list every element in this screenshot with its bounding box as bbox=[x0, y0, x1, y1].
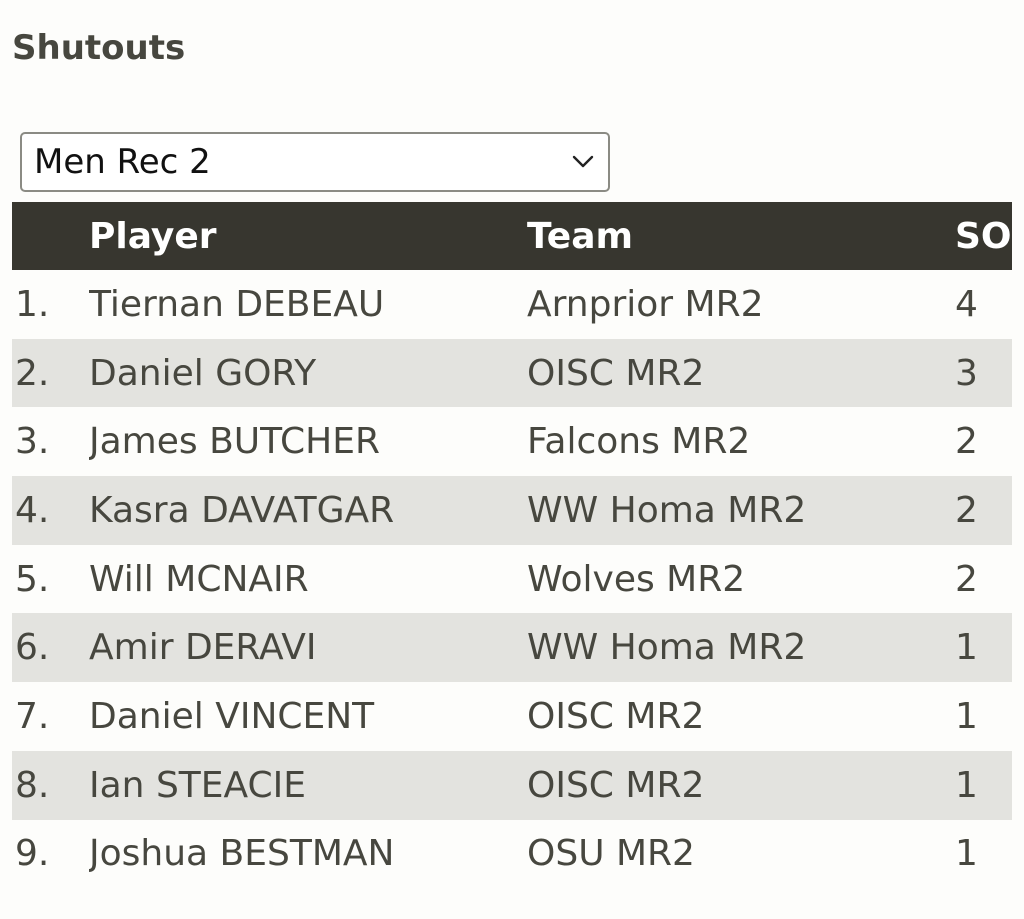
header-team[interactable]: Team bbox=[527, 215, 633, 257]
shutouts-count-cell: 2 bbox=[955, 489, 978, 531]
table-row: 1. Tiernan DEBEAU Arnprior MR2 4 bbox=[12, 270, 1012, 339]
player-name-cell[interactable]: James BUTCHER bbox=[89, 421, 380, 463]
chevron-down-icon bbox=[572, 155, 594, 169]
team-name-cell[interactable]: Falcons MR2 bbox=[527, 421, 751, 463]
header-so[interactable]: SO bbox=[955, 215, 1012, 257]
rank-cell: 5. bbox=[15, 558, 50, 600]
player-name-cell[interactable]: Ian STEACIE bbox=[89, 764, 307, 806]
team-name-cell[interactable]: Wolves MR2 bbox=[527, 558, 746, 600]
table-row: 3. James BUTCHER Falcons MR2 2 bbox=[12, 407, 1012, 476]
team-name-cell[interactable]: OISC MR2 bbox=[527, 352, 705, 394]
team-name-cell[interactable]: OISC MR2 bbox=[527, 764, 705, 806]
team-name-cell[interactable]: Arnprior MR2 bbox=[527, 283, 764, 325]
league-select-value: Men Rec 2 bbox=[34, 142, 211, 182]
player-name-cell[interactable]: Kasra DAVATGAR bbox=[89, 489, 395, 531]
player-name-cell[interactable]: Daniel GORY bbox=[89, 352, 317, 394]
header-rank bbox=[12, 202, 89, 270]
table-row: 4. Kasra DAVATGAR WW Homa MR2 2 bbox=[12, 476, 1012, 545]
shutouts-count-cell: 2 bbox=[955, 558, 978, 600]
rank-cell: 9. bbox=[15, 833, 50, 875]
player-name-cell[interactable]: Amir DERAVI bbox=[89, 627, 317, 669]
shutouts-count-cell: 4 bbox=[955, 283, 978, 325]
shutouts-count-cell: 1 bbox=[955, 695, 978, 737]
shutouts-count-cell: 3 bbox=[955, 352, 978, 394]
shutouts-count-cell: 1 bbox=[955, 764, 978, 806]
shutouts-count-cell: 1 bbox=[955, 833, 978, 875]
table-row: 8. Ian STEACIE OISC MR2 1 bbox=[12, 750, 1012, 820]
shutouts-count-cell: 2 bbox=[955, 421, 978, 463]
player-name-cell[interactable]: Daniel VINCENT bbox=[89, 695, 375, 737]
shutouts-table: Player Team SO 1. Tiernan DEBEAU Arnprior … bbox=[12, 202, 1012, 888]
team-name-cell[interactable]: WW Homa MR2 bbox=[527, 627, 807, 669]
player-name-cell[interactable]: Will MCNAIR bbox=[89, 558, 309, 600]
league-select[interactable]: Men Rec 2 bbox=[20, 132, 610, 192]
table-row: 5. Will MCNAIR Wolves MR2 2 bbox=[12, 545, 1012, 614]
rank-cell: 3. bbox=[15, 421, 50, 463]
rank-cell: 8. bbox=[15, 764, 50, 806]
page-title: Shutouts bbox=[12, 28, 186, 68]
rank-cell: 6. bbox=[15, 627, 50, 669]
table-row: 2. Daniel GORY OISC MR2 3 bbox=[12, 338, 1012, 408]
rank-cell: 2. bbox=[15, 352, 50, 394]
table-header-row: Player Team SO bbox=[12, 202, 1012, 270]
header-player[interactable]: Player bbox=[89, 215, 217, 257]
team-name-cell[interactable]: WW Homa MR2 bbox=[527, 489, 807, 531]
team-name-cell[interactable]: OSU MR2 bbox=[527, 833, 695, 875]
rank-cell: 7. bbox=[15, 695, 50, 737]
rank-cell: 4. bbox=[15, 489, 50, 531]
table-row: 7. Daniel VINCENT OISC MR2 1 bbox=[12, 682, 1012, 751]
table-row: 9. Joshua BESTMAN OSU MR2 1 bbox=[12, 820, 1012, 889]
player-name-cell[interactable]: Joshua BESTMAN bbox=[89, 833, 395, 875]
table-row: 6. Amir DERAVI WW Homa MR2 1 bbox=[12, 613, 1012, 683]
player-name-cell[interactable]: Tiernan DEBEAU bbox=[89, 283, 385, 325]
shutouts-count-cell: 1 bbox=[955, 627, 978, 669]
team-name-cell[interactable]: OISC MR2 bbox=[527, 695, 705, 737]
rank-cell: 1. bbox=[15, 283, 50, 325]
